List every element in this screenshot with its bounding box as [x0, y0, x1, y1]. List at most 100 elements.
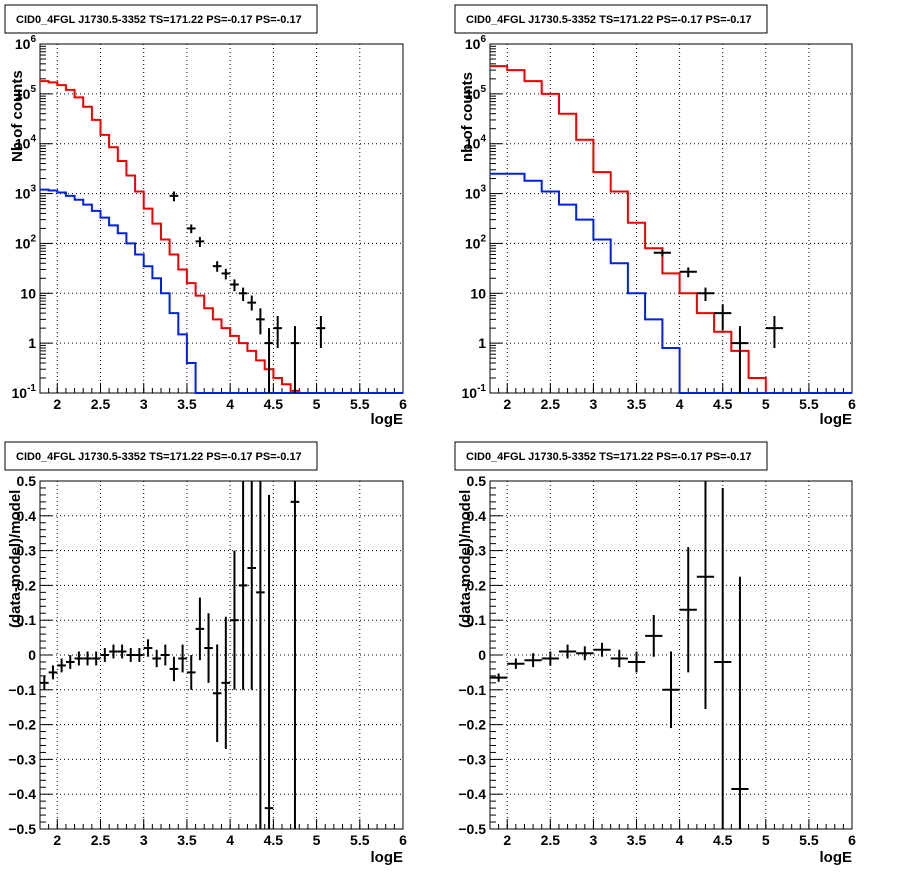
- data-point: [256, 308, 265, 335]
- y-tick-label: −0.5: [8, 821, 36, 837]
- x-axis-title: logE: [371, 411, 404, 428]
- x-tick-label: 3: [590, 832, 598, 848]
- x-tick-label: 4.5: [713, 396, 733, 412]
- y-tick-label: 0.5: [17, 473, 37, 489]
- y-tick-exponent: 2: [480, 233, 486, 244]
- y-tick-label: 0.3: [17, 543, 37, 559]
- panel-title-box: [4, 4, 318, 34]
- y-tick-label: 104: [15, 134, 37, 152]
- y-tick-label: 1: [28, 335, 36, 351]
- x-tick-label: 4.5: [713, 832, 733, 848]
- residual-point: [290, 481, 300, 829]
- data-point: [195, 236, 205, 247]
- x-tick-label: 5: [762, 396, 770, 412]
- residual-point: [576, 646, 594, 661]
- y-tick-label: 103: [465, 184, 487, 202]
- residual-point: [524, 653, 542, 668]
- data-point: [230, 279, 239, 292]
- data-point: [264, 328, 274, 393]
- residual-point: [161, 644, 170, 666]
- panel-title-box: [454, 4, 768, 34]
- x-tick-label: 2: [503, 396, 511, 412]
- x-tick-label: 2.5: [91, 832, 111, 848]
- y-axis-title: (data-model)/model: [457, 490, 474, 628]
- y-tick-label: 0.4: [17, 508, 37, 524]
- x-tick-label: 6: [848, 396, 856, 412]
- residual-point: [490, 673, 508, 682]
- y-tick-label: 106: [15, 34, 37, 52]
- panel-title: CID0_4FGL J1730.5-3352 TS=171.22 PS=-0.1…: [16, 451, 302, 463]
- y-tick-label: −0.3: [8, 751, 36, 767]
- residual-point: [126, 648, 136, 662]
- residual-point: [65, 655, 75, 669]
- residual-point: [117, 644, 127, 659]
- residual-point: [230, 550, 239, 690]
- residual-point: [135, 648, 144, 662]
- residual-point: [195, 597, 205, 661]
- y-tick-exponent: 3: [480, 184, 486, 195]
- residual-point: [247, 481, 257, 690]
- panel-top-left: CID0_4FGL J1730.5-3352 TS=171.22 PS=-0.1…: [4, 4, 404, 428]
- x-tick-label: 3.5: [177, 832, 197, 848]
- y-tick-exponent: 6: [480, 34, 486, 45]
- residual-point: [100, 648, 110, 662]
- x-tick-label: 4: [676, 396, 684, 412]
- x-tick-label: 5.5: [350, 832, 370, 848]
- x-tick-label: 5: [313, 396, 321, 412]
- x-tick-label: 5.5: [350, 396, 370, 412]
- residual-point: [169, 656, 179, 682]
- y-tick-exponent: -1: [27, 383, 36, 394]
- residual-point: [91, 651, 101, 666]
- total-model-series-line: [490, 65, 852, 394]
- y-tick-label: 1: [478, 335, 486, 351]
- x-tick-label: 4.5: [264, 396, 284, 412]
- residual-point: [40, 675, 49, 690]
- residual-point: [152, 649, 161, 668]
- plot-area-0: 2 2.5 3 3.5 4 4.5 5 5.5 6 10-1 1 10 102 103 104 105 106: [12, 34, 408, 412]
- panel-bottom-left: CID0_4FGL J1730.5-3352 TS=171.22 PS=-0.1…: [4, 441, 403, 866]
- y-tick-label: −0.2: [458, 717, 486, 733]
- data-point: [212, 261, 222, 272]
- data-point: [169, 191, 179, 202]
- plot-frame: [39, 43, 404, 394]
- y-tick-label: 103: [15, 184, 37, 202]
- x-tick-label: 4: [676, 832, 684, 848]
- data-point: [316, 316, 326, 348]
- residual-point: [610, 649, 628, 668]
- y-tick-label: 105: [465, 84, 487, 102]
- x-tick-label: 5.5: [799, 396, 819, 412]
- panel-top-right: CID0_4FGL J1730.5-3352 TS=171.22 PS=-0.1…: [454, 4, 852, 428]
- data-point: [186, 224, 196, 234]
- residual-point: [645, 614, 663, 657]
- y-tick-exponent: 5: [30, 84, 36, 95]
- residual-point: [696, 481, 715, 709]
- plot-area-1: 2 2.5 3 3.5 4 4.5 5 5.5 6 10-1 1 10 102 103 104 105 106: [462, 34, 857, 412]
- data-point: [714, 304, 732, 331]
- residual-point: [57, 658, 66, 673]
- plot-frame: [489, 480, 853, 830]
- panel-title-box: [454, 441, 768, 471]
- y-tick-label: −0.4: [8, 786, 36, 802]
- x-tick-label: 2: [503, 832, 511, 848]
- data-point: [653, 249, 671, 257]
- y-tick-label: 0.2: [17, 577, 37, 593]
- residual-point: [221, 616, 231, 749]
- y-tick-label: 0.5: [467, 473, 487, 489]
- source-model-series-line: [490, 172, 852, 394]
- residual-point: [507, 658, 525, 669]
- y-tick-label: −0.2: [8, 717, 36, 733]
- y-tick-label: 105: [15, 84, 37, 102]
- source-model-series-line: [40, 188, 403, 394]
- residual-point: [731, 576, 749, 829]
- y-tick-exponent: 2: [30, 233, 36, 244]
- residual-point: [627, 651, 646, 673]
- x-tick-label: 2.5: [91, 396, 111, 412]
- residual-point: [679, 547, 697, 673]
- x-tick-label: 3: [590, 396, 598, 412]
- x-tick-label: 5.5: [799, 832, 819, 848]
- y-tick-label: 106: [465, 34, 487, 52]
- y-tick-label: −0.5: [458, 821, 486, 837]
- residual-point: [143, 639, 153, 657]
- residual-point: [204, 613, 213, 683]
- y-axis-title: Nb of counts: [9, 70, 26, 162]
